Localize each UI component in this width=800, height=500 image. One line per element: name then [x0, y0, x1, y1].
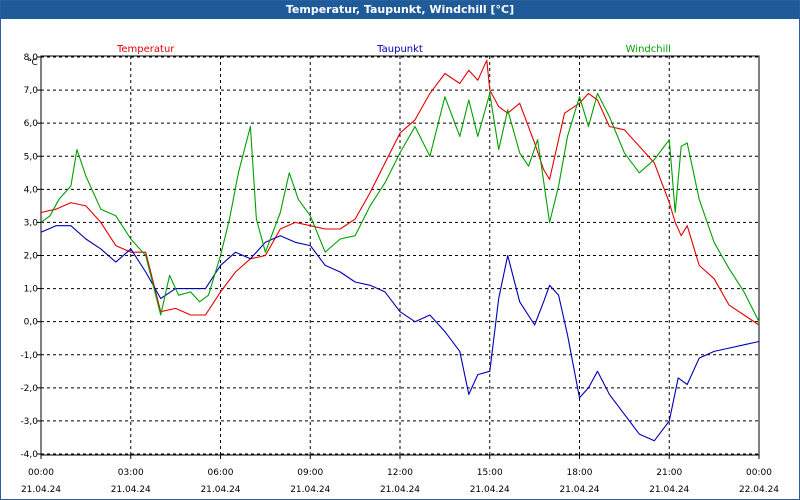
- y-tick-label: 3,0: [24, 218, 39, 228]
- x-tick-time-label: 21:00: [656, 468, 682, 478]
- y-tick-label: 1,0: [24, 285, 39, 295]
- series-layer: [40, 59, 760, 442]
- x-tick-time-label: 15:00: [477, 468, 503, 478]
- x-tick-time-label: 18:00: [567, 468, 593, 478]
- x-tick-date-label: 21.04.24: [111, 485, 151, 495]
- series-line-windchill: [40, 92, 760, 322]
- x-tick-date-label: 21.04.24: [559, 485, 599, 495]
- y-tick-label: 2,0: [24, 252, 39, 262]
- x-tick-time-label: 12:00: [387, 468, 413, 478]
- chart-title: Temperatur, Taupunkt, Windchill [°C]: [1, 1, 799, 19]
- y-tick-label: -4,0: [20, 450, 38, 460]
- x-tick-time-label: 06:00: [208, 468, 234, 478]
- y-tick-label: -3,0: [20, 417, 38, 427]
- y-tick-label: -2,0: [20, 384, 38, 394]
- x-tick-date-label: 21.04.24: [649, 485, 689, 495]
- y-tick-label: -1,0: [20, 351, 38, 361]
- x-tick-time-label: 00:00: [28, 468, 54, 478]
- legend: Temperatur Taupunkt Windchill: [116, 44, 671, 55]
- legend-entry-windchill: Windchill: [626, 44, 671, 55]
- x-tick-date-label: 21.04.24: [21, 485, 61, 495]
- y-axis-unit-label: °C: [27, 58, 38, 68]
- x-tick-time-label: 09:00: [297, 468, 323, 478]
- x-axis: 00:00 21.04.24 03:00 21.04.24 06:00 21.04.24 0…: [21, 455, 779, 495]
- y-axis: 8,0 7,0 6,0 5,0 4,0 3,0 2,0 1,0 0,0 -1,0 -2,0 -3,0 -…: [20, 53, 41, 460]
- x-tick-date-label: 21.04.24: [380, 485, 420, 495]
- x-tick-date-label: 22.04.24: [739, 485, 779, 495]
- y-tick-label: 5,0: [24, 152, 39, 162]
- x-tick-date-label: 21.04.24: [470, 485, 510, 495]
- y-tick-label: 7,0: [24, 86, 39, 96]
- y-tick-label: 6,0: [24, 119, 39, 129]
- x-tick-date-label: 21.04.24: [290, 485, 330, 495]
- grid-lines: [40, 56, 760, 455]
- legend-entry-taupunkt: Taupunkt: [376, 44, 423, 55]
- legend-entry-temperatur: Temperatur: [116, 44, 175, 55]
- x-tick-time-label: 00:00: [746, 468, 772, 478]
- x-tick-time-label: 03:00: [118, 468, 144, 478]
- series-line-temperatur: [40, 59, 760, 326]
- y-tick-label: 0,0: [24, 318, 39, 328]
- y-tick-label: 4,0: [24, 185, 39, 195]
- chart-area: 8,0 7,0 6,0 5,0 4,0 3,0 2,0 1,0 0,0 -1,0 -2,0 -3,0 -…: [20, 44, 779, 495]
- y-tick-label: 8,0: [24, 53, 39, 63]
- x-tick-date-label: 21.04.24: [200, 485, 240, 495]
